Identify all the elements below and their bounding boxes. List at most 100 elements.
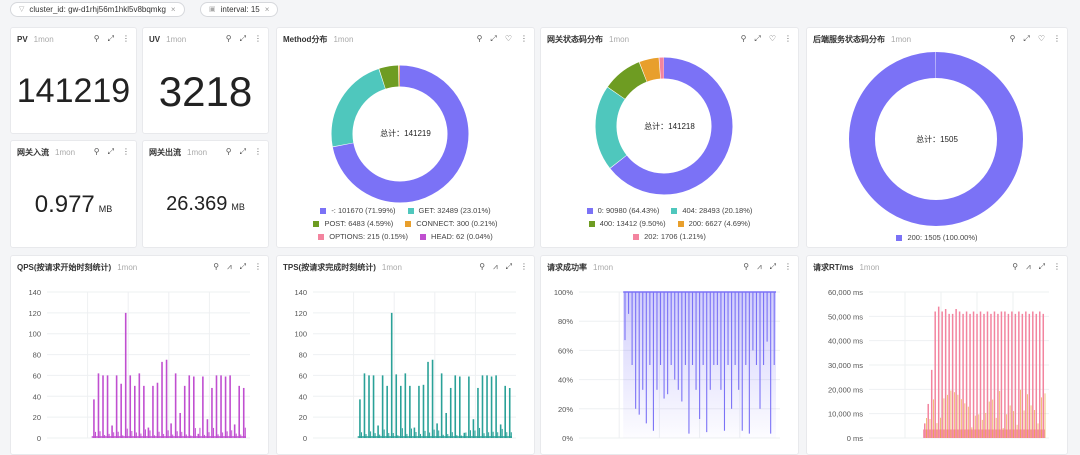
legend-label: POST: 6483 (4.59%) [324,219,394,228]
stat-value: 0.977 [34,191,95,218]
time-series-chart: 0 20 40 60 80 100 120 140 [28,288,250,443]
filter-chip-interval[interactable]: ▣ interval: 15 × [200,2,279,17]
filter-chip-label: interval: 15 [220,5,260,14]
filter-icon: ▽ [19,6,25,13]
more-icon[interactable]: ⋮ [122,147,130,156]
more-icon[interactable]: ⋮ [784,34,792,43]
legend-label: 400: 13412 (9.50%) [599,219,666,228]
favorite-icon[interactable]: ♡ [1037,34,1045,43]
expand-icon[interactable]: ⤢ [1023,34,1030,43]
panel-backend-status: 后端服务状态码分布 1mon ⚲ ⤢ ♡ ⋮ 总计：1505 200: 1505 (10… [806,27,1068,248]
close-icon[interactable]: × [264,5,270,14]
more-icon[interactable]: ⋮ [1053,34,1061,43]
donut-slice[interactable] [331,65,469,203]
legend-item[interactable]: POST: 6483 (4.59%) [313,217,393,230]
chart-type-icon[interactable]: ⩘ [227,262,232,271]
y-tick-label: 60% [558,346,573,355]
expand-icon[interactable]: ⤢ [239,262,246,271]
legend-item[interactable]: CONNECT: 300 (0.21%) [405,217,498,230]
calendar-icon: ▣ [209,6,216,13]
panel-gateway-out: 网关出流 1mon ⚲ ⤢ ⋮ 26.369 MB [142,140,269,248]
y-tick-label: 80 [299,351,307,360]
donut-slice[interactable] [849,52,1023,226]
y-tick-label: 100 [294,330,307,339]
expand-icon[interactable]: ⤢ [754,34,761,43]
expand-icon[interactable]: ⤢ [239,34,246,43]
legend-label: 404: 28493 (20.18%) [682,206,753,215]
legend-item[interactable]: OPTIONS: 215 (0.15%) [318,230,408,243]
more-icon[interactable]: ⋮ [254,147,262,156]
y-tick-label: 120 [28,309,41,318]
legend: 200: 1505 (100.00%) [807,231,1067,244]
more-icon[interactable]: ⋮ [122,34,130,43]
legend-item[interactable]: 0: 90980 (64.43%) [586,204,659,217]
more-icon[interactable]: ⋮ [254,262,262,271]
y-tick-label: 120 [294,309,307,318]
legend-item[interactable]: 200: 6627 (4.69%) [677,217,750,230]
drill-icon[interactable]: ⚲ [213,262,220,271]
donut-chart [849,52,1023,226]
more-icon[interactable]: ⋮ [520,34,528,43]
expand-icon[interactable]: ⤢ [490,34,497,43]
drill-icon[interactable]: ⚲ [1009,34,1016,43]
panel-title: 请求RT/ms [813,262,854,272]
favorite-icon[interactable]: ♡ [768,34,776,43]
chart-type-icon[interactable]: ⩘ [493,262,498,271]
expand-icon[interactable]: ⤢ [107,34,114,43]
legend-item[interactable]: HEAD: 62 (0.04%) [420,230,493,243]
stat-value: 26.369 [166,193,228,215]
drill-icon[interactable]: ⚲ [743,262,750,271]
chart-type-icon[interactable]: ⩘ [757,262,762,271]
legend-swatch [320,208,327,215]
drill-icon[interactable]: ⚲ [93,34,100,43]
time-range: 1mon [166,34,187,44]
legend-swatch [586,208,593,215]
y-tick-label: 0 [303,434,307,443]
close-icon[interactable]: × [170,5,176,14]
legend-item[interactable]: 404: 28493 (20.18%) [671,204,752,217]
stat-unit: MB [231,202,245,212]
y-tick-label: 0 ms [847,434,864,443]
donut-slice[interactable] [595,57,733,195]
more-icon[interactable]: ⋮ [784,262,792,271]
favorite-icon[interactable]: ♡ [504,34,512,43]
expand-icon[interactable]: ⤢ [239,147,246,156]
legend-item[interactable]: -: 101670 (71.99%) [320,204,396,217]
legend-item[interactable]: 202: 1706 (1.21%) [633,230,706,243]
legend-swatch [588,221,595,228]
more-icon[interactable]: ⋮ [520,262,528,271]
time-range: 1mon [333,34,354,44]
drill-icon[interactable]: ⚲ [476,34,483,43]
drill-icon[interactable]: ⚲ [225,147,232,156]
more-icon[interactable]: ⋮ [254,34,262,43]
drill-icon[interactable]: ⚲ [740,34,747,43]
more-icon[interactable]: ⋮ [1053,262,1061,271]
panel-qps: QPS(按请求开始时刻统计) 1mon ⚲ ⩘ ⤢ ⋮ 0 20 40 60 80 100 120 1… [10,255,269,455]
expand-icon[interactable]: ⤢ [505,262,512,271]
filter-chip-cluster[interactable]: ▽ cluster_id: gw-d1rhj56m1hkl5v8bqmkg × [10,2,185,17]
legend-item[interactable]: GET: 32489 (23.01%) [407,204,491,217]
panel-gateway-status: 网关状态码分布 1mon ⚲ ⤢ ♡ ⋮ 总计：141218 0: 90980 (64.… [540,27,799,248]
donut-slice[interactable] [595,57,733,195]
y-tick-label: 20 [299,413,307,422]
time-range: 1mon [859,262,880,272]
drill-icon[interactable]: ⚲ [479,262,486,271]
drill-icon[interactable]: ⚲ [225,34,232,43]
drill-icon[interactable]: ⚲ [93,147,100,156]
filter-chip-label: cluster_id: gw-d1rhj56m1hkl5v8bqmkg [29,5,166,14]
legend-label: 202: 1706 (1.21%) [644,232,706,241]
legend-item[interactable]: 200: 1505 (100.00%) [896,231,978,244]
y-tick-label: 20,000 ms [828,385,863,394]
drill-icon[interactable]: ⚲ [1012,262,1019,271]
expand-icon[interactable]: ⤢ [1038,262,1045,271]
y-tick-label: 100% [554,288,574,297]
expand-icon[interactable]: ⤢ [107,147,114,156]
panel-uv: UV 1mon ⚲ ⤢ ⋮ 3218 [142,27,269,134]
legend-item[interactable]: 400: 13412 (9.50%) [588,217,666,230]
chart-type-icon[interactable]: ⩘ [1026,262,1031,271]
legend-swatch [420,234,427,241]
panel-gateway-in: 网关入流 1mon ⚲ ⤢ ⋮ 0.977 MB [10,140,137,248]
y-tick-label: 80% [558,317,573,326]
expand-icon[interactable]: ⤢ [769,262,776,271]
donut-slice[interactable] [331,65,469,203]
